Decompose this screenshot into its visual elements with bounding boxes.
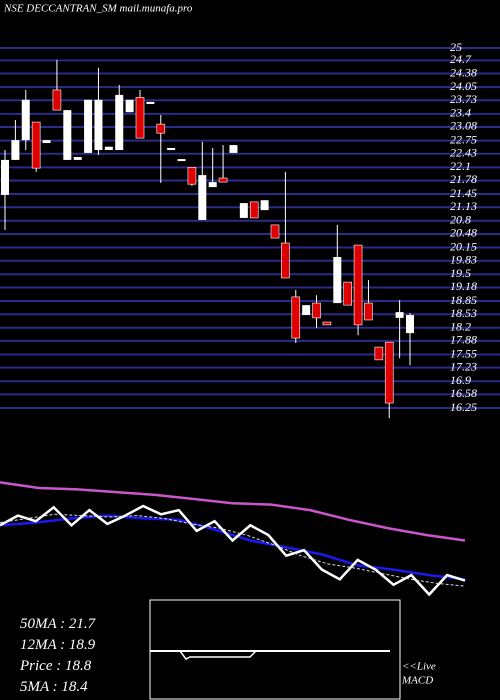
- y-tick-label: 22.43: [450, 145, 477, 159]
- y-tick-label: 19.18: [450, 279, 477, 293]
- live-label: <<Live: [402, 661, 436, 673]
- candle-body: [343, 281, 352, 306]
- candle-body: [63, 110, 72, 160]
- y-tick-label: 24.38: [450, 65, 477, 79]
- stat-label: 12MA :: [20, 637, 65, 653]
- y-tick-label: 20.15: [450, 239, 477, 253]
- candle-body: [270, 224, 280, 239]
- y-tick-label: 16.25: [450, 400, 477, 414]
- candle-body: [312, 302, 321, 319]
- y-tick-label: 22.1: [450, 159, 471, 173]
- y-tick-label: 21.78: [450, 172, 477, 186]
- candle-body: [374, 346, 384, 361]
- candle-body: [167, 147, 176, 151]
- candle-body: [384, 341, 394, 404]
- stat: 50MA : 21.7: [20, 616, 97, 632]
- candle-body: [229, 145, 238, 153]
- ma-line: [0, 514, 466, 581]
- stat-value: 18.9: [69, 637, 96, 653]
- y-tick-label: 17.23: [450, 359, 477, 373]
- y-tick-label: 21.13: [450, 199, 477, 213]
- y-tick-label: 24.7: [450, 52, 472, 66]
- candle-body: [208, 182, 217, 188]
- candle-body: [42, 140, 51, 144]
- candle-body: [187, 167, 197, 185]
- y-tick-label: 23.08: [450, 119, 477, 133]
- y-tick-label: 20.8: [450, 213, 471, 227]
- stat-value: 18.4: [61, 679, 88, 695]
- candle-body: [177, 159, 186, 162]
- candle-body: [84, 99, 93, 153]
- candle-body: [135, 97, 145, 139]
- stat: 5MA : 18.4: [20, 679, 88, 695]
- ma-line: [0, 481, 466, 542]
- stat-value: 21.7: [69, 616, 97, 632]
- candle-body: [156, 123, 166, 134]
- stat-value: 18.8: [65, 658, 92, 674]
- candle-body: [125, 99, 134, 113]
- y-tick-label: 16.58: [450, 386, 477, 400]
- y-tick-label: 22.75: [450, 132, 477, 146]
- candle-body: [11, 140, 20, 160]
- y-tick-label: 21.45: [450, 186, 477, 200]
- macd-line: [150, 650, 390, 660]
- y-tick-label: 24.05: [450, 79, 477, 93]
- candle-body: [73, 157, 82, 160]
- y-tick-label: 19.5: [450, 266, 471, 280]
- macd-label: MACD: [401, 675, 433, 687]
- chart-title: NSE DECCANTRAN_SM mail.munafa.pro: [3, 3, 193, 15]
- stat-label: Price :: [19, 658, 61, 674]
- candle-body: [146, 101, 155, 104]
- candle-body: [260, 200, 269, 211]
- y-tick-label: 17.88: [450, 333, 477, 347]
- candle-body: [364, 302, 373, 321]
- macd-box: [149, 599, 401, 700]
- candle-body: [291, 296, 301, 339]
- candle-body: [198, 175, 207, 220]
- candle-body: [249, 201, 259, 219]
- candle-body: [395, 312, 404, 318]
- candle-body: [31, 121, 41, 169]
- stat-label: 50MA :: [20, 616, 65, 632]
- candle-body: [322, 321, 332, 326]
- candle-body: [52, 89, 62, 111]
- candle-body: [1, 159, 9, 195]
- y-tick-label: 19.83: [450, 252, 477, 266]
- y-tick-label: 23.73: [450, 92, 477, 106]
- candle-body: [406, 315, 414, 334]
- y-tick-label: 18.2: [450, 320, 471, 334]
- candle-body: [115, 94, 124, 151]
- stat-label: 5MA :: [20, 679, 58, 695]
- y-tick-label: 25: [450, 40, 462, 54]
- ma-line: [0, 513, 466, 587]
- candle-body: [239, 203, 248, 218]
- candle-body: [281, 242, 290, 279]
- candle-body: [333, 257, 342, 304]
- y-tick-label: 17.55: [450, 346, 477, 360]
- ma-line: [0, 504, 466, 597]
- y-tick-label: 20.48: [450, 226, 477, 240]
- candle-body: [218, 177, 228, 183]
- candle-body: [94, 99, 103, 151]
- stat: 12MA : 18.9: [20, 637, 96, 653]
- candle-body: [104, 146, 113, 151]
- y-tick-label: 23.4: [450, 106, 471, 120]
- y-tick-label: 18.85: [450, 293, 477, 307]
- candle-body: [21, 99, 30, 141]
- candle-body: [353, 244, 363, 326]
- y-tick-label: 18.53: [450, 306, 477, 320]
- y-tick-label: 16.9: [450, 373, 471, 387]
- candle-body: [302, 305, 311, 316]
- stat: Price : 18.8: [19, 658, 92, 674]
